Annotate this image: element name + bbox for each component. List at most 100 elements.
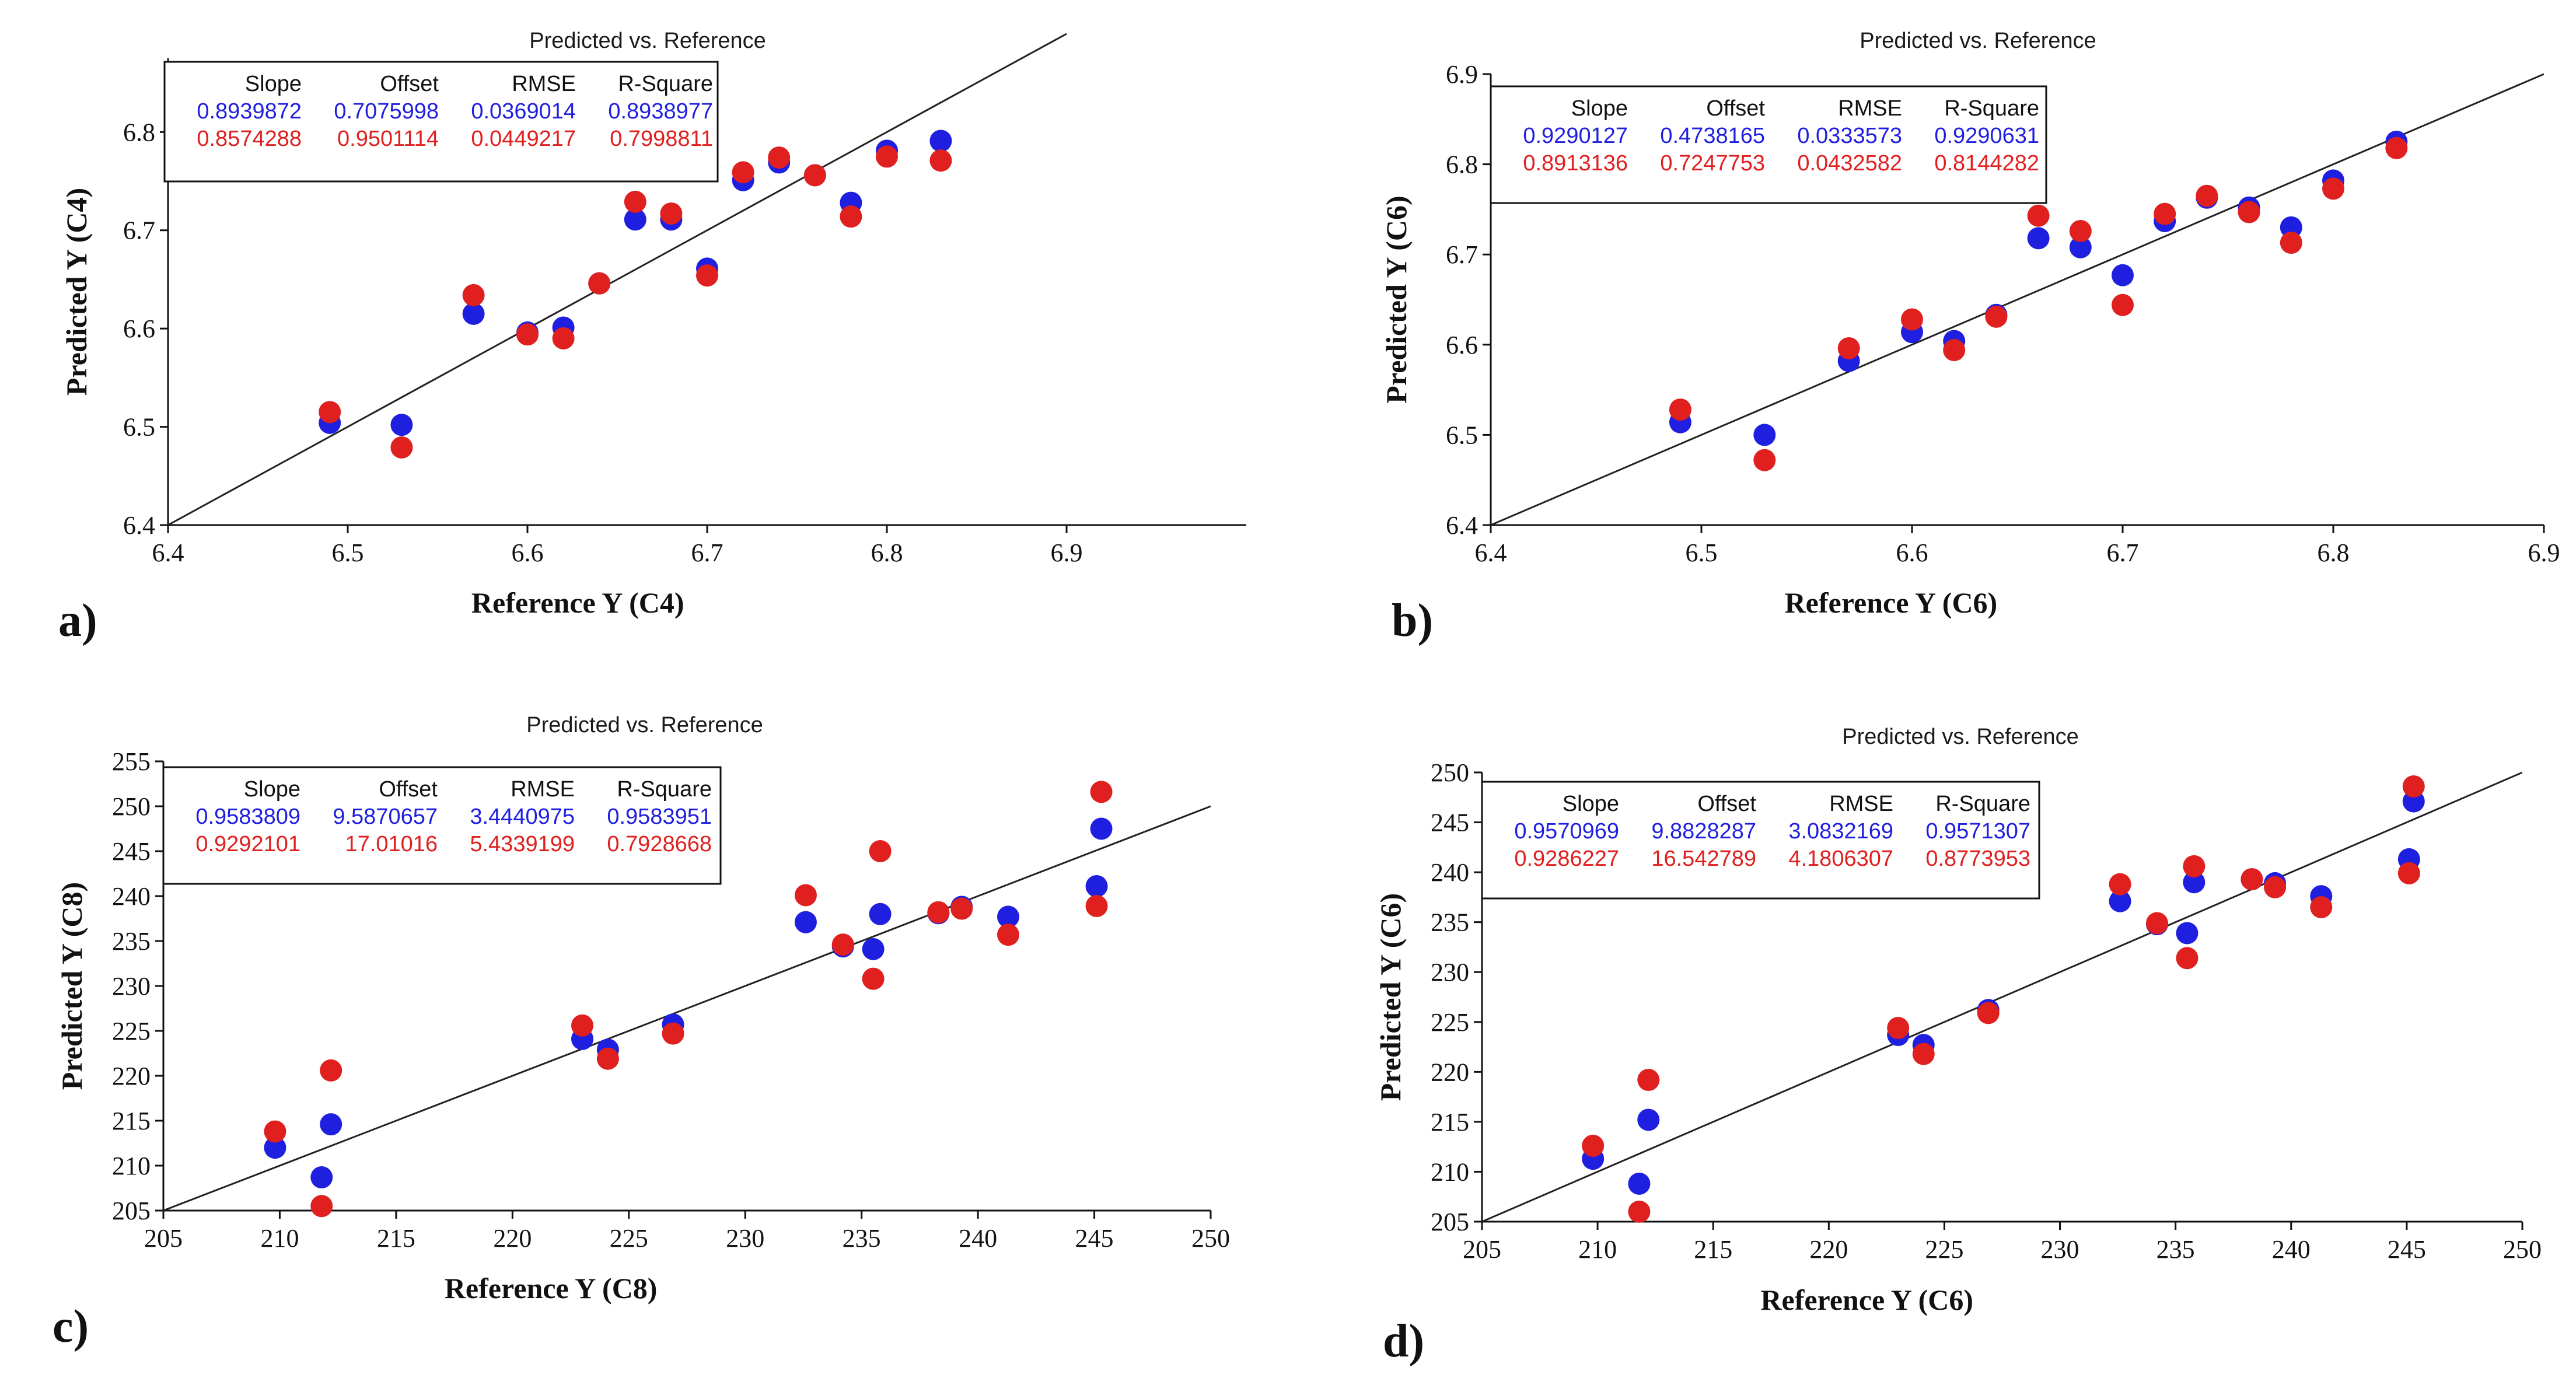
legend-box [1490, 85, 2047, 204]
red-data-point [1637, 1069, 1660, 1092]
legend-value: 0.9501114 [337, 127, 439, 151]
x-tick-label: 220 [493, 1224, 532, 1253]
y-tick-label: 220 [112, 1062, 151, 1090]
chart-title: Predicted vs. Reference [529, 29, 766, 53]
red-data-point [2112, 293, 2134, 316]
legend-header: R-Square [618, 72, 713, 96]
x-tick-label: 6.7 [2107, 538, 2139, 567]
legend-value: 17.01016 [345, 832, 438, 856]
legend-value: 0.9571307 [1925, 819, 2030, 844]
panel-label: a) [58, 595, 97, 646]
red-data-point [869, 840, 892, 862]
x-tick-label: 250 [2503, 1235, 2542, 1264]
legend-value: 0.9570969 [1514, 819, 1619, 844]
x-tick-label: 6.5 [1686, 538, 1718, 567]
x-tick-label: 230 [726, 1224, 764, 1253]
y-tick-label: 230 [1431, 958, 1469, 987]
x-tick-label: 6.6 [1896, 538, 1928, 567]
panel-label: c) [53, 1301, 89, 1352]
target-line [168, 33, 1067, 525]
legend-header: Slope [245, 72, 302, 96]
red-data-point [929, 149, 952, 172]
x-tick-label: 6.4 [1475, 538, 1507, 567]
legend-value: 0.8574288 [197, 127, 302, 151]
red-data-point [2238, 201, 2260, 223]
legend-box [162, 766, 722, 885]
chart-panel-3: Predicted vs. Reference 205 210 215 220 225 23… [53, 713, 1230, 1352]
y-tick-label: 220 [1431, 1058, 1469, 1086]
y-tick-label: 240 [1431, 858, 1469, 887]
chart-panel-1: Predicted vs. Reference 6.4 6.5 6.6 6.7 6.8 6.… [58, 29, 1246, 646]
y-tick-label: 245 [1431, 809, 1469, 837]
legend-value: 0.4738165 [1660, 124, 1765, 148]
x-axis-label: Reference Y (C6) [1760, 1283, 1973, 1316]
x-tick-label: 240 [2272, 1235, 2311, 1264]
x-tick-label: 205 [144, 1224, 183, 1253]
legend-header: Offset [1706, 96, 1765, 121]
blue-data-point [2280, 216, 2302, 239]
x-tick-label: 250 [1191, 1224, 1230, 1253]
y-axis-label: Predicted Y (C8) [55, 882, 88, 1090]
blue-data-point [310, 1166, 333, 1189]
legend-value: 0.8938977 [608, 99, 713, 124]
y-tick-label: 6.4 [123, 511, 155, 540]
red-data-point [768, 146, 791, 169]
y-tick-label: 235 [112, 927, 151, 956]
legend-value: 3.0832169 [1788, 819, 1893, 844]
red-data-point [1985, 305, 2008, 328]
red-data-point [624, 190, 646, 213]
legend-header: RMSE [512, 72, 576, 96]
red-data-point [950, 897, 973, 920]
red-data-point [662, 1022, 684, 1045]
red-data-point [552, 327, 575, 349]
y-tick-label: 250 [112, 792, 151, 821]
chart-panel-4: Predicted vs. Reference 205 210 215 220 225 23… [1374, 725, 2542, 1367]
red-data-point [862, 967, 885, 990]
red-data-point [2176, 947, 2198, 970]
red-data-point [1977, 1002, 2000, 1024]
x-tick-label: 235 [2156, 1235, 2195, 1264]
legend-header: R-Square [617, 777, 712, 802]
blue-data-point [1085, 875, 1108, 898]
legend-header: Slope [1571, 96, 1628, 121]
blue-data-point [462, 302, 485, 325]
legend-value: 9.5870657 [333, 805, 438, 829]
legend-value: 0.9286227 [1514, 847, 1619, 871]
blue-data-point [1637, 1108, 1660, 1131]
blue-data-point [1628, 1172, 1651, 1195]
y-tick-label: 240 [112, 882, 151, 911]
red-data-point [2402, 775, 2425, 798]
red-data-point [516, 323, 539, 346]
red-data-point [1943, 339, 1966, 362]
y-tick-label: 6.7 [123, 216, 155, 245]
blue-data-point [1753, 424, 1776, 446]
y-tick-label: 6.7 [1446, 240, 1478, 269]
blue-data-point [2183, 871, 2205, 894]
red-data-point [2145, 912, 2168, 935]
red-data-point [319, 401, 341, 424]
legend-box [1481, 781, 2040, 900]
target-line [1482, 771, 2522, 1222]
blue-data-point [320, 1113, 342, 1136]
red-data-point [1628, 1200, 1651, 1223]
x-tick-label: 6.7 [691, 538, 723, 567]
red-data-point [571, 1014, 593, 1037]
x-axis-label: Reference Y (C8) [445, 1272, 658, 1304]
blue-data-point [2069, 236, 2092, 258]
y-tick-label: 205 [1431, 1208, 1469, 1236]
red-data-point [2109, 873, 2131, 896]
blue-data-point [794, 911, 817, 933]
y-tick-label: 210 [1431, 1157, 1469, 1186]
x-tick-label: 205 [1463, 1235, 1501, 1264]
legend-value: 4.1806307 [1788, 847, 1893, 871]
red-data-point [2385, 137, 2408, 159]
legend-value: 0.0449217 [471, 127, 576, 151]
x-axis-label: Reference Y (C6) [1785, 586, 1998, 619]
red-data-point [1669, 398, 1691, 421]
y-tick-label: 6.6 [1446, 331, 1478, 359]
legend-header: R-Square [1935, 792, 2030, 816]
red-data-point [696, 264, 718, 287]
blue-data-point [929, 130, 952, 152]
y-axis-label: Predicted Y (C4) [60, 188, 93, 396]
